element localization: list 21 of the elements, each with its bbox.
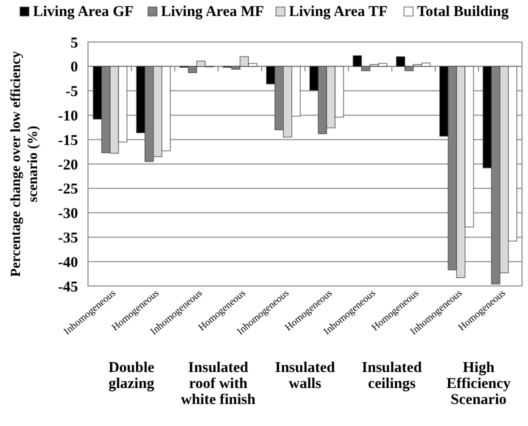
text: High Efficiency Scenario	[446, 360, 512, 408]
text: Insulated roof with white finish	[180, 360, 256, 408]
y-tick-label: 5	[70, 35, 78, 52]
y-tick-label: -10	[58, 108, 78, 124]
y-tick-label: -15	[58, 132, 78, 149]
y-tick-label: -30	[58, 206, 78, 222]
y-tick-label: -20	[58, 157, 78, 174]
legend-label: Living Area TF	[289, 4, 388, 20]
y-tick-label: -25	[58, 182, 78, 198]
y-tick-label: -35	[58, 230, 78, 246]
text: Insulated walls	[274, 360, 336, 392]
y-tick-label: -40	[58, 254, 78, 271]
y-axis-title: Percentage change over low efficiency scenario (%)	[9, 51, 41, 277]
text: Insulated ceilings	[362, 360, 422, 392]
text: Double glazing	[108, 360, 155, 392]
legend-label: Living Area GF	[33, 4, 134, 20]
y-tick-label: 0	[70, 60, 78, 76]
y-tick-label: -5	[66, 84, 78, 100]
legend-label: Total Building	[417, 4, 510, 20]
legend-label: Living Area MF	[161, 4, 264, 20]
y-tick-label: -45	[58, 279, 78, 296]
